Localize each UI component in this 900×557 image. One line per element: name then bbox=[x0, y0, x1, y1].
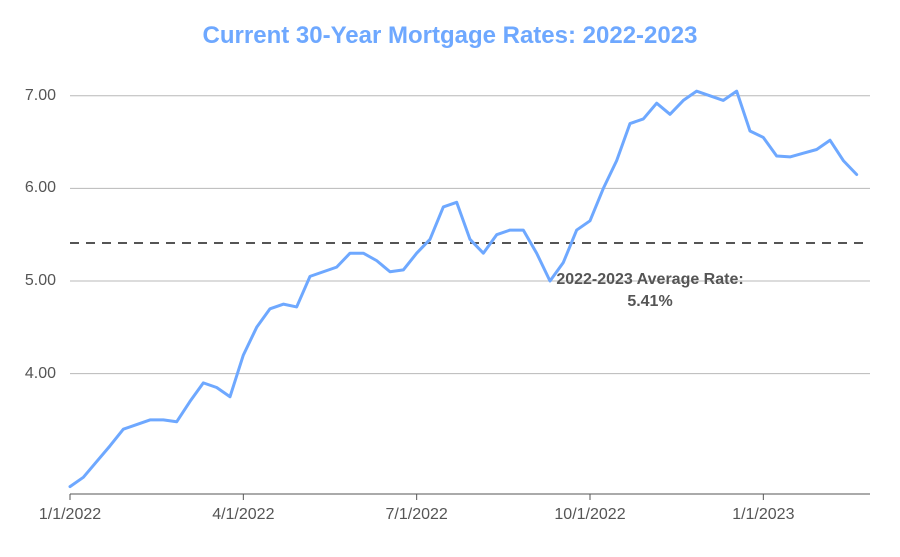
y-tick-label: 7.00 bbox=[0, 87, 56, 105]
x-tick-label: 1/1/2023 bbox=[732, 506, 794, 524]
average-rate-annotation: 2022-2023 Average Rate: 5.41% bbox=[556, 269, 743, 312]
y-tick-label: 6.00 bbox=[0, 179, 56, 197]
x-tick-label: 1/1/2022 bbox=[39, 506, 101, 524]
mortgage-rate-chart: Current 30-Year Mortgage Rates: 2022-202… bbox=[0, 0, 900, 557]
annotation-line-2: 5.41% bbox=[556, 291, 743, 313]
plot-area bbox=[70, 68, 870, 494]
y-tick-label: 4.00 bbox=[0, 365, 56, 383]
chart-title: Current 30-Year Mortgage Rates: 2022-202… bbox=[0, 22, 900, 50]
x-tick-label: 10/1/2022 bbox=[554, 506, 625, 524]
x-tick-label: 7/1/2022 bbox=[386, 506, 448, 524]
y-tick-label: 5.00 bbox=[0, 272, 56, 290]
annotation-line-1: 2022-2023 Average Rate: bbox=[556, 269, 743, 291]
x-tick-label: 4/1/2022 bbox=[212, 506, 274, 524]
